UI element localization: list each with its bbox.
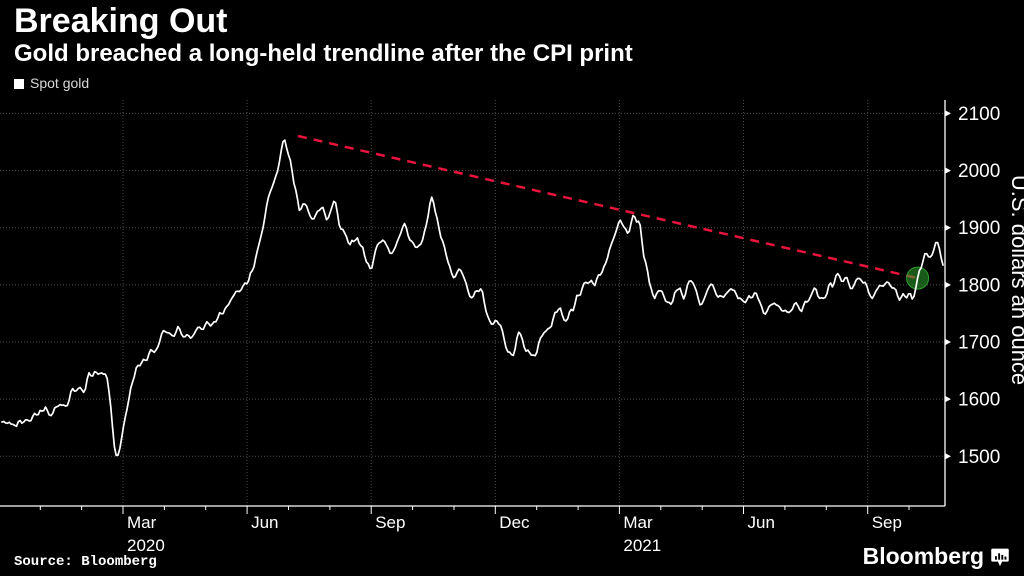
svg-text:U.S. dollars an ounce: U.S. dollars an ounce — [1007, 175, 1024, 385]
svg-text:Jun: Jun — [251, 513, 278, 532]
svg-text:2000: 2000 — [958, 161, 1000, 182]
svg-text:2021: 2021 — [623, 536, 661, 555]
svg-text:2020: 2020 — [127, 536, 165, 555]
svg-text:1800: 1800 — [958, 275, 1000, 296]
svg-text:1900: 1900 — [958, 218, 1000, 239]
svg-text:Dec: Dec — [499, 513, 530, 532]
svg-text:Sep: Sep — [375, 513, 405, 532]
svg-text:2100: 2100 — [958, 104, 1000, 125]
svg-text:Mar: Mar — [623, 513, 653, 532]
svg-text:1700: 1700 — [958, 333, 1000, 354]
svg-text:1500: 1500 — [958, 447, 1000, 468]
svg-text:Sep: Sep — [872, 513, 902, 532]
svg-text:Mar: Mar — [127, 513, 157, 532]
svg-text:Jun: Jun — [748, 513, 775, 532]
svg-text:1600: 1600 — [958, 390, 1000, 411]
